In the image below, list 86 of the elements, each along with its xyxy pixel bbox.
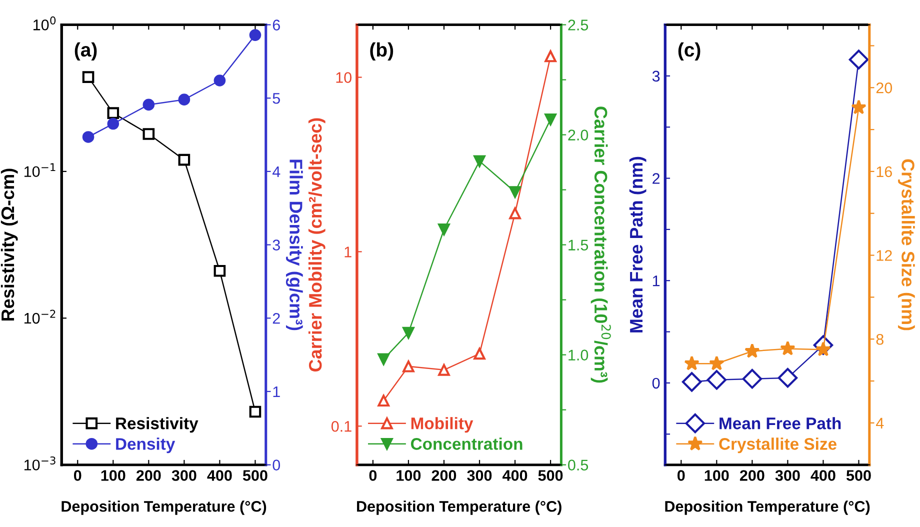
y2-tick-label: 0.5: [568, 460, 588, 470]
point: [682, 372, 702, 392]
point: [744, 343, 760, 358]
x-tick-label: 500: [846, 470, 871, 481]
legend-label: Mean Free Path: [720, 417, 841, 430]
legend-label: Density: [116, 438, 176, 454]
x-tick-label: 300: [467, 470, 492, 481]
x-axis-title: Deposition Temperature (°C): [357, 500, 562, 515]
x-tick-label: 400: [810, 470, 836, 481]
x-tick-label: 200: [136, 470, 161, 481]
x-axis-title: Deposition Temperature (°C): [62, 500, 266, 515]
x-tick-label: 300: [775, 470, 800, 481]
point: [780, 340, 796, 356]
y2-axis-title: Crystallite Size (nm): [898, 159, 915, 330]
y-axis-title: Mean Free Path (nm): [629, 156, 646, 332]
x-tick-label: 0: [369, 470, 377, 481]
y2-tick-label: 2.5: [568, 20, 588, 30]
x-tick-label: 0: [678, 470, 685, 481]
y2-tick-label: 16: [876, 166, 892, 178]
x-tick-label: 100: [101, 470, 126, 481]
y2-axis-title: Film Density (g/cm³): [286, 160, 303, 330]
y2-tick-label: 4: [272, 166, 280, 177]
y2-axis-title: Carrier Concentration (10$^{20}$/cm³): [590, 106, 611, 383]
point: [178, 154, 190, 166]
point: [742, 368, 762, 389]
point: [82, 71, 94, 83]
legend-label: Crystallite Size: [719, 438, 836, 454]
point: [848, 50, 869, 70]
y2-tick-label: 1.0: [568, 350, 588, 360]
x-tick-label: 400: [207, 470, 232, 481]
y-tick-label: 10$^{0}$: [34, 16, 56, 30]
point: [378, 394, 390, 407]
y2-tick-label: 8: [876, 334, 884, 345]
x-tick-label: 200: [432, 470, 456, 481]
y2-tick-label: 4: [876, 418, 884, 428]
x-tick-label: 100: [704, 470, 729, 481]
legend-label: Concentration: [410, 438, 522, 450]
x-tick-label: 400: [502, 470, 528, 481]
point: [709, 356, 724, 370]
y-tick-label: 3: [652, 70, 660, 82]
y-tick-label: 10$^{−2}$: [24, 310, 56, 324]
point: [474, 348, 486, 360]
y-tick-label: 1: [652, 276, 660, 286]
y2-tick-label: 5: [272, 93, 280, 104]
y-tick-label: 0: [652, 378, 660, 389]
point: [544, 50, 556, 62]
annotation: (a): [74, 42, 97, 60]
x-tick-label: 100: [396, 470, 421, 481]
annotation: (b): [370, 42, 394, 60]
y2-tick-label: 1.5: [568, 240, 588, 250]
y2-tick-label: 2: [272, 313, 280, 324]
point: [107, 107, 120, 119]
y-tick-label: 10$^{−3}$: [24, 456, 56, 470]
x-tick-label: 500: [538, 470, 563, 481]
y2-tick-label: 2.0: [568, 130, 588, 140]
y2-tick-label: 1: [273, 386, 280, 398]
point: [249, 406, 262, 418]
point: [142, 128, 155, 140]
x-tick-label: 0: [74, 470, 82, 481]
y2-tick-label: 0: [272, 460, 280, 470]
y2-tick-label: 6: [272, 20, 280, 30]
point: [706, 370, 727, 390]
x-tick-label: 500: [242, 470, 268, 481]
legend-label: Resistivity: [116, 417, 198, 433]
point: [402, 360, 414, 372]
point: [778, 368, 798, 388]
y2-tick-label: 20: [876, 82, 892, 94]
point: [684, 356, 700, 370]
annotation: (c): [678, 42, 700, 60]
y-axis-title: Carrier Mobility (cm²/volt-sec): [308, 118, 326, 372]
legend-label: Mobility: [411, 417, 474, 433]
y2-tick-label: 3: [272, 240, 280, 250]
point: [438, 364, 450, 376]
y-tick-label: 2: [652, 173, 660, 184]
y2-tick-label: 12: [876, 250, 892, 261]
x-tick-label: 200: [740, 470, 764, 481]
x-axis-title: Deposition Temperature (°C): [665, 500, 870, 515]
point: [851, 100, 866, 114]
x-tick-label: 300: [172, 470, 196, 481]
y-tick-label: 10$^{−1}$: [24, 163, 56, 178]
y-tick-label: 10: [336, 72, 352, 83]
y-tick-label: 0.1: [331, 420, 352, 432]
point: [214, 264, 226, 277]
y-axis-title: Resistivity (Ω-cm): [0, 168, 18, 321]
point: [509, 207, 521, 220]
y-tick-label: 1: [344, 246, 352, 258]
